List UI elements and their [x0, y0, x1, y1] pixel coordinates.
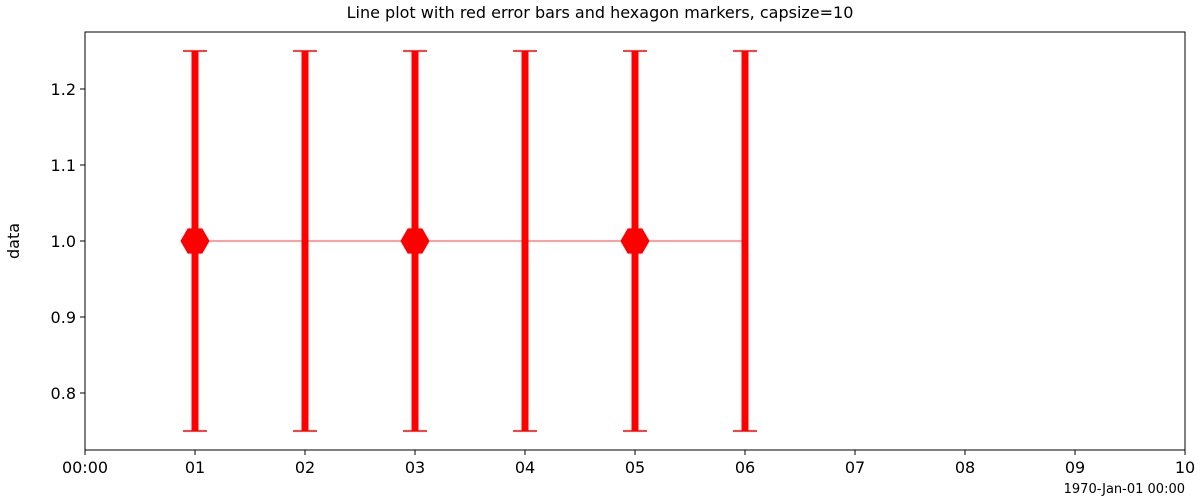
x-axis-offset-label: 1970-Jan-01 00:00	[1064, 482, 1185, 497]
y-tick-label: 0.9	[51, 308, 76, 327]
x-axis: 00:00 01 02 03 04 05 06 07 08 09 10	[62, 450, 1195, 477]
hexagon-marker	[620, 228, 650, 254]
y-tick-label: 1.0	[51, 232, 76, 251]
x-tick-label: 02	[295, 458, 315, 477]
x-tick-label: 06	[735, 458, 755, 477]
x-tick-label: 04	[515, 458, 535, 477]
x-tick-label: 08	[955, 458, 975, 477]
y-tick-label: 0.8	[51, 384, 76, 403]
x-tick-label: 05	[625, 458, 645, 477]
y-tick-label: 1.1	[51, 156, 76, 175]
y-axis: 0.8 0.9 1.0 1.1 1.2	[51, 80, 85, 403]
x-tick-label: 07	[845, 458, 865, 477]
y-tick-label: 1.2	[51, 80, 76, 99]
x-tick-label: 01	[185, 458, 205, 477]
x-tick-label: 03	[405, 458, 425, 477]
hexagon-marker	[180, 228, 210, 254]
y-axis-label: data	[4, 223, 23, 259]
hexagon-marker	[400, 228, 430, 254]
plot-layer	[180, 50, 757, 432]
x-tick-label: 10	[1175, 458, 1195, 477]
chart-title: Line plot with red error bars and hexago…	[347, 3, 854, 22]
x-tick-label: 09	[1065, 458, 1085, 477]
x-tick-label: 00:00	[62, 458, 108, 477]
